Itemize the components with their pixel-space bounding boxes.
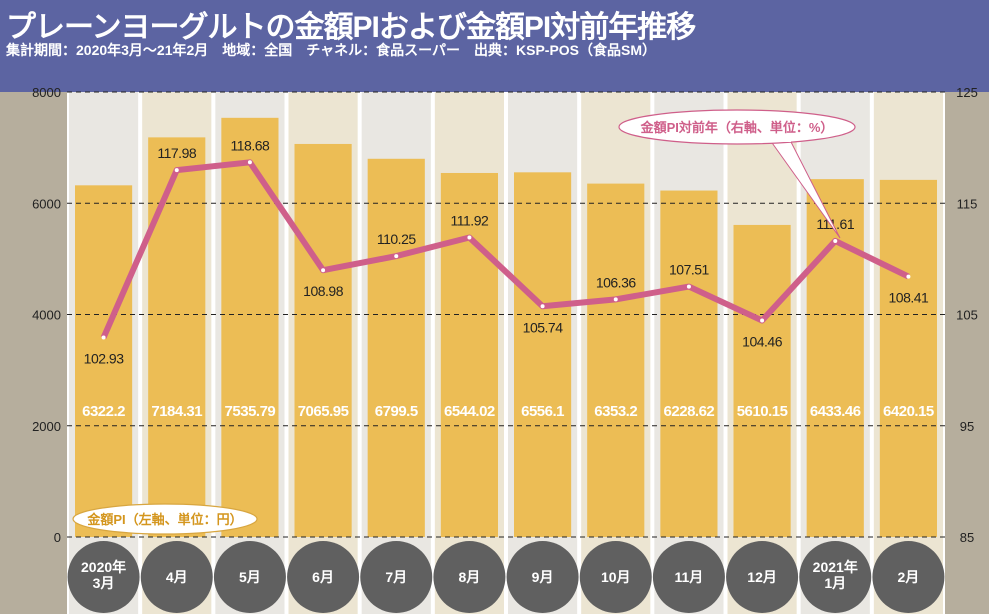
month-label: 12月	[747, 569, 777, 585]
bar-value-label: 6799.5	[375, 403, 418, 420]
bar-value-label: 6228.62	[664, 403, 715, 420]
month-label: 4月	[166, 569, 188, 585]
month-circle	[287, 541, 360, 613]
bar	[514, 172, 572, 537]
month-circle	[67, 541, 140, 613]
month-circle	[360, 541, 433, 613]
left-axis-tick-label: 0	[54, 530, 61, 545]
line-point	[174, 168, 179, 173]
month-label: 3月	[93, 575, 115, 591]
line-value-label: 107.51	[669, 262, 710, 278]
right-axis-panel	[945, 92, 989, 614]
line-value-label: 108.98	[303, 283, 344, 299]
line-value-label: 102.93	[84, 351, 125, 367]
month-label: 2021年	[813, 559, 858, 575]
bar	[148, 137, 206, 538]
bar-value-label: 7184.31	[151, 403, 202, 420]
bar-value-label: 7065.95	[298, 403, 349, 420]
bar	[75, 185, 133, 537]
line-point	[686, 284, 691, 289]
right-axis-tick-label: 85	[960, 530, 974, 545]
month-label: 11月	[675, 569, 704, 585]
month-circle	[652, 541, 725, 613]
bar	[221, 117, 279, 537]
line-point	[394, 254, 399, 259]
callout-bubble	[72, 503, 258, 535]
month-label: 5月	[239, 569, 261, 585]
month-circle	[140, 541, 213, 613]
header-band: プレーンヨーグルトの金額PIおよび金額PI対前年推移 集計期間：2020年3月～…	[0, 0, 989, 92]
bar-value-label: 6556.1	[521, 403, 564, 420]
bar	[733, 224, 791, 537]
right-axis-tick-label: 125	[956, 85, 978, 100]
month-circle	[799, 541, 872, 613]
callout-bubble	[618, 109, 856, 145]
line-point	[101, 335, 106, 340]
line-value-label: 111.92	[451, 213, 489, 229]
month-circle	[213, 541, 286, 613]
bar-value-label: 5610.15	[737, 403, 788, 420]
month-circle	[506, 541, 579, 613]
chart-title: プレーンヨーグルトの金額PIおよび金額PI対前年推移	[6, 11, 696, 44]
month-circle	[726, 541, 799, 613]
bar	[806, 179, 864, 537]
bar	[294, 143, 352, 537]
bar-value-label: 6353.2	[594, 403, 637, 420]
line-series	[100, 159, 910, 339]
callout-joint	[765, 136, 791, 142]
line-value-label: 117.98	[157, 145, 196, 161]
left-axis-tick-label: 2000	[32, 419, 61, 434]
line-point	[833, 238, 838, 243]
bar	[879, 179, 937, 537]
bar-legend-label: 金額PI（左軸、単位：円）	[86, 512, 242, 527]
right-axis-tick-label: 105	[956, 308, 978, 323]
line-point	[906, 274, 911, 279]
bar	[660, 190, 718, 537]
chart-subtitle: 集計期間：2020年3月～21年2月 地域：全国 チャネル：食品スーパー 出典：…	[6, 42, 657, 58]
left-axis-tick-label: 8000	[32, 85, 61, 100]
left-axis-tick-label: 6000	[32, 196, 61, 211]
right-axis-tick-label: 115	[957, 196, 978, 211]
month-label: 6月	[312, 569, 334, 585]
line-value-label: 110.25	[377, 231, 416, 247]
bar	[367, 158, 425, 537]
bar-value-label: 6433.46	[810, 403, 861, 420]
bar	[440, 172, 498, 537]
month-label: 9月	[532, 569, 554, 585]
line-value-label: 111.61	[816, 216, 854, 232]
line-value-label: 104.46	[742, 334, 783, 350]
bar-legend-callout: 金額PI（左軸、単位：円）	[72, 503, 258, 535]
line-value-label: 118.68	[231, 137, 270, 153]
line-legend-label: 金額PI対前年（右軸、単位：%）	[640, 120, 834, 135]
month-label: 2020年	[81, 559, 126, 575]
month-label: 2月	[898, 569, 920, 585]
line-legend-callout: 金額PI対前年（右軸、単位：%）	[618, 109, 856, 239]
bar-value-label: 6420.15	[883, 403, 934, 420]
line-point	[247, 160, 252, 165]
line-value-label: 105.74	[523, 319, 564, 335]
line-point	[760, 318, 765, 323]
month-circle	[433, 541, 506, 613]
left-axis-panel	[0, 92, 67, 614]
bar-value-label: 6544.02	[444, 403, 495, 420]
month-circle	[872, 541, 945, 613]
bar-value-label: 6322.2	[82, 403, 125, 420]
line-point	[540, 304, 545, 309]
line-point	[613, 297, 618, 302]
line-point	[467, 235, 472, 240]
left-axis-tick-label: 4000	[32, 308, 61, 323]
month-label: 10月	[601, 569, 631, 585]
right-axis-tick-label: 95	[960, 419, 974, 434]
line-value-label: 106.36	[596, 274, 637, 290]
line-value-label: 108.41	[889, 290, 930, 306]
month-circle	[579, 541, 652, 613]
line-point	[321, 268, 326, 273]
bar-value-label: 7535.79	[225, 403, 276, 420]
bar	[587, 183, 645, 537]
month-label: 1月	[824, 575, 846, 591]
month-label: 8月	[459, 569, 481, 585]
month-label: 7月	[385, 569, 407, 585]
